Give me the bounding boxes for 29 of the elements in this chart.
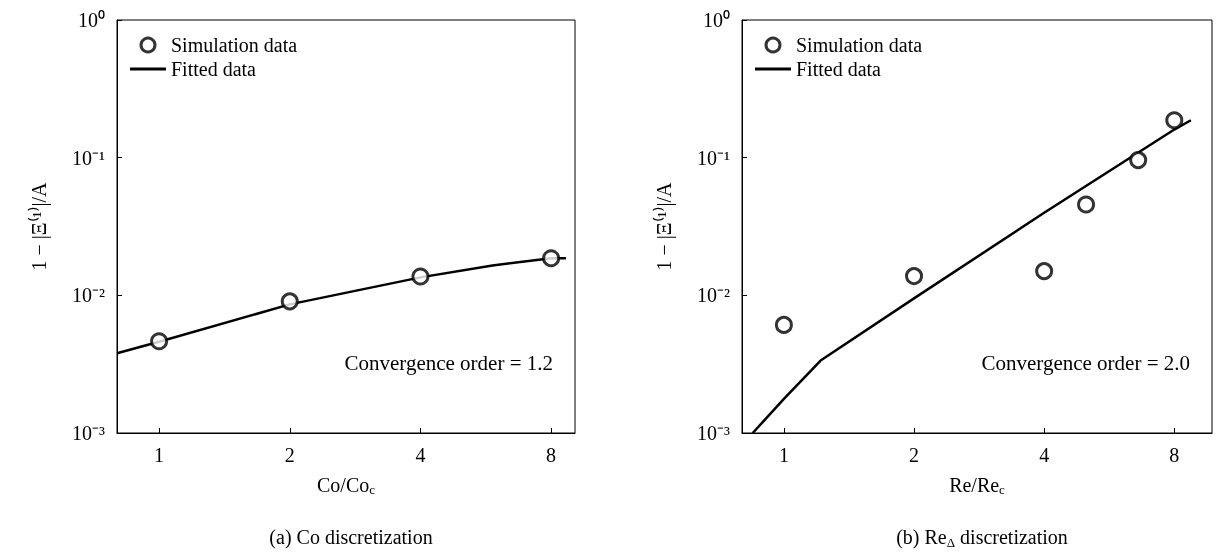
point (542, 249, 561, 268)
x-tick-label: 4 (415, 444, 426, 466)
point (280, 292, 299, 311)
y-tick-label: 10⁰ (703, 9, 730, 31)
y-tick-label: 10⁻³ (72, 422, 105, 444)
y-tick-label: 10⁻³ (697, 422, 730, 444)
x-tick-label: 1 (778, 444, 789, 466)
legend-label: Fitted data (171, 58, 257, 80)
y-tick-label: 10⁰ (78, 9, 105, 31)
x-tick-label: 8 (1169, 444, 1180, 466)
y-tick-label: 10⁻² (72, 284, 105, 307)
annotation: Convergence order = 1.2 (344, 350, 554, 375)
x-tick-label: 8 (546, 444, 557, 466)
point (411, 267, 430, 286)
text: (a) Co discretization (269, 526, 433, 549)
point (150, 332, 169, 351)
y-tick-label: 10⁻¹ (72, 146, 105, 169)
x-tick-label: 2 (284, 444, 295, 466)
x-tick-label: 1 (154, 444, 165, 466)
legend-label: Simulation data (171, 34, 298, 56)
y-axis-title: 1 − |Ξ⁽¹⁾|/A (27, 181, 51, 271)
y-tick-label: 10⁻¹ (697, 146, 730, 169)
x-tick-label: 2 (909, 444, 920, 466)
legend-label: Simulation data (796, 34, 923, 56)
legend-label: Fitted data (796, 58, 882, 80)
y-tick-label: 10⁻² (697, 284, 730, 307)
x-tick-label: 4 (1039, 444, 1050, 466)
y-axis-title: 1 − |Ξ⁽¹⁾|/A (652, 181, 676, 271)
annotation: Convergence order = 2.0 (981, 350, 1191, 375)
